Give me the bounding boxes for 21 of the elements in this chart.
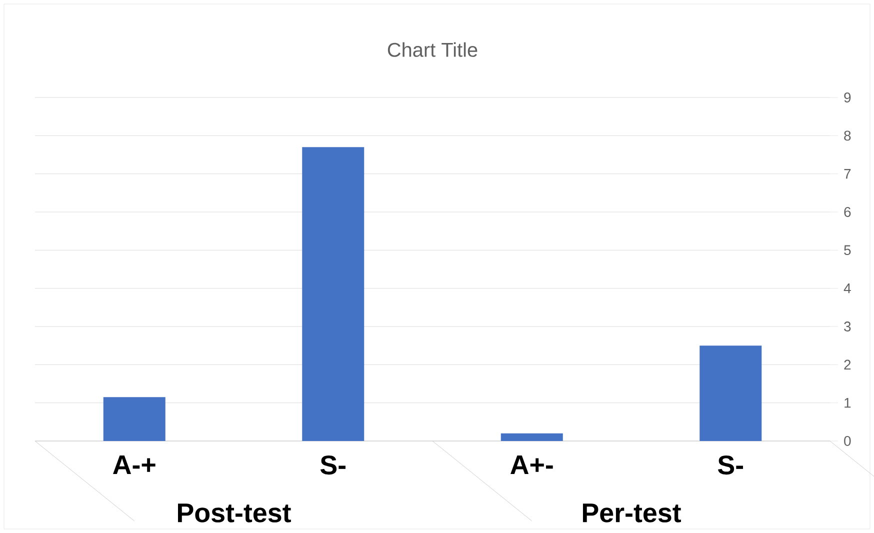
text: Per-test: [582, 504, 681, 522]
text: Post-test: [178, 504, 291, 522]
y-tick-label: 6: [844, 207, 851, 217]
x-tick-label: S-: [320, 456, 346, 475]
y-tick-label: 5: [844, 245, 851, 256]
bar: [500, 433, 563, 441]
bar: [700, 346, 762, 441]
bar: [302, 147, 364, 441]
x-tick-label: S-: [718, 456, 743, 475]
x-tick-label: A-+: [113, 456, 156, 474]
y-tick-label: 4: [844, 284, 851, 294]
y-tick-label: 8: [844, 130, 851, 141]
y-tick-label: 1: [844, 398, 851, 408]
x-tick-label: A+-: [510, 456, 553, 474]
bar: [103, 397, 166, 441]
y-tick-label: 0: [844, 436, 851, 446]
y-tick-label: 3: [844, 322, 851, 332]
y-tick-label: 2: [844, 360, 851, 370]
y-tick-label: 9: [844, 92, 851, 102]
chart-title: Chart Title: [388, 42, 478, 57]
y-tick-label: 7: [844, 169, 851, 179]
